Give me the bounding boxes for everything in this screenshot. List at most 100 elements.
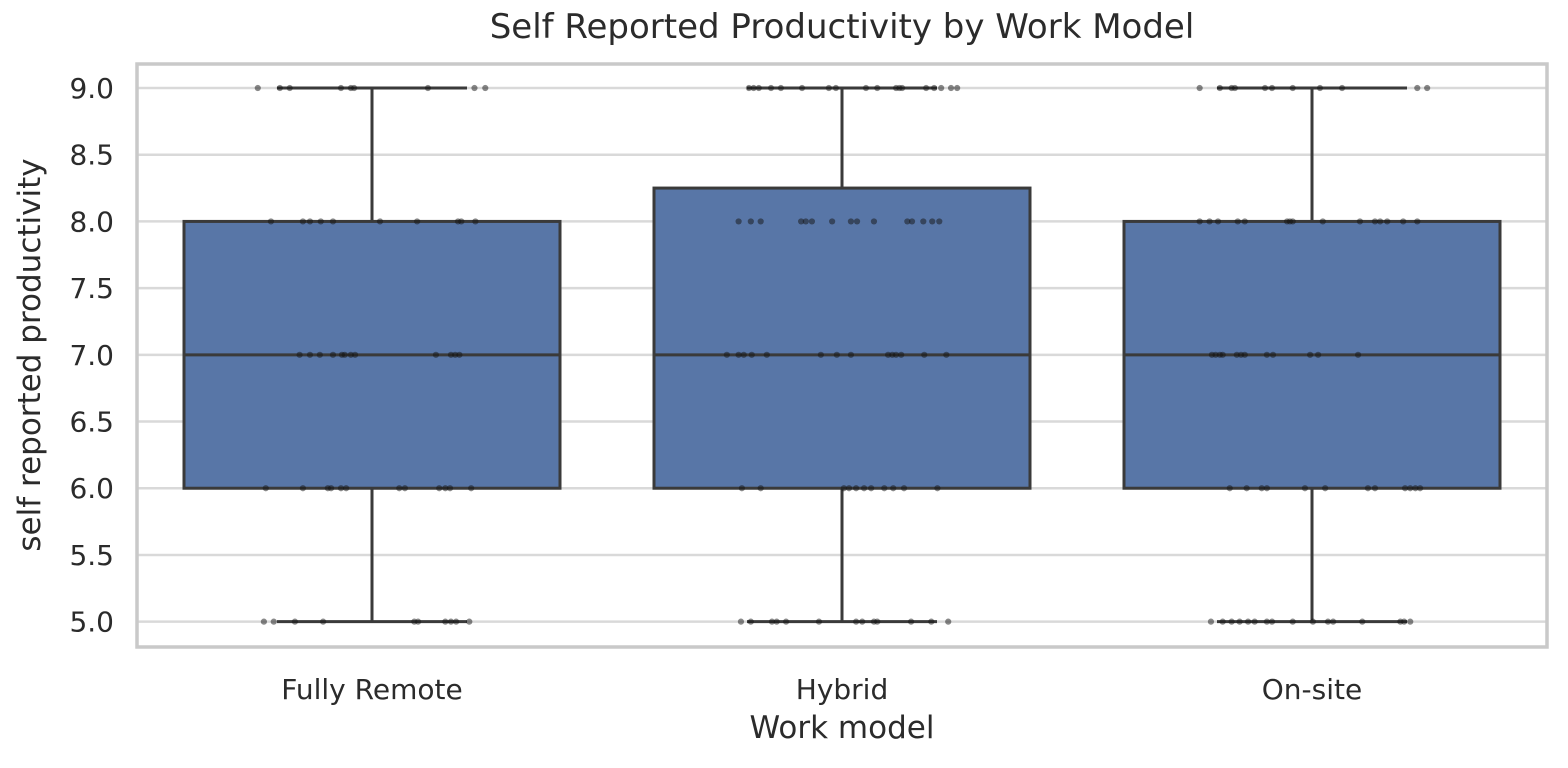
strip-point	[943, 351, 950, 358]
strip-point	[1338, 84, 1346, 92]
strip-point	[270, 618, 277, 625]
strip-point	[414, 218, 421, 225]
y-tick-label: 6.5	[69, 406, 114, 439]
strip-point	[923, 84, 930, 92]
strip-point	[1354, 351, 1362, 358]
strip-point	[1309, 618, 1317, 625]
strip-point	[735, 351, 742, 358]
iqr-box	[652, 186, 1032, 490]
strip-point	[723, 351, 730, 358]
strip-point	[931, 84, 938, 92]
x-tick-label: Fully Remote	[281, 673, 462, 706]
strip-point	[1268, 618, 1276, 625]
strip-point	[1289, 84, 1296, 92]
strip-point	[1196, 84, 1203, 92]
strip-point	[1207, 618, 1215, 625]
strip-point	[1289, 618, 1296, 625]
strip-point	[329, 218, 337, 225]
strip-point	[847, 351, 855, 358]
y-tick-label: 5.5	[69, 539, 114, 572]
strip-point	[763, 351, 770, 358]
strip-point	[343, 485, 350, 492]
strip-point	[1228, 618, 1235, 625]
x-tick-label: Hybrid	[796, 673, 888, 706]
strip-point	[737, 618, 745, 625]
strip-point	[1263, 351, 1270, 358]
strip-point	[899, 84, 906, 92]
strip-point	[1214, 218, 1222, 225]
strip-point	[436, 485, 443, 492]
strip-point	[306, 351, 314, 358]
strip-point	[1289, 218, 1296, 225]
strip-point	[1407, 485, 1414, 492]
strip-point	[329, 351, 337, 358]
y-tick-label: 8.5	[69, 139, 114, 172]
strip-point	[870, 218, 878, 225]
strip-point	[328, 485, 335, 492]
strip-point	[424, 84, 432, 92]
strip-point	[832, 84, 839, 92]
strip-point	[432, 351, 440, 358]
strip-point	[755, 84, 762, 92]
strip-point	[447, 618, 455, 625]
strip-point	[320, 618, 327, 625]
strip-point	[376, 218, 384, 225]
strip-point	[1301, 485, 1309, 492]
strip-point	[306, 218, 314, 225]
strip-point	[874, 84, 881, 92]
strip-point	[442, 618, 449, 625]
strip-point	[907, 618, 915, 625]
strip-point	[747, 618, 754, 625]
strip-point	[928, 618, 935, 625]
strip-point	[1319, 218, 1326, 225]
strip-point	[908, 218, 916, 225]
strip-point	[1269, 351, 1277, 358]
strip-point	[802, 218, 809, 225]
strip-point	[817, 351, 824, 358]
strip-point	[777, 84, 785, 92]
strip-point	[868, 485, 875, 492]
strip-point	[890, 485, 897, 492]
strip-point	[1330, 618, 1337, 625]
strip-point	[860, 485, 868, 492]
strip-point	[1236, 618, 1243, 625]
strip-point	[1226, 485, 1233, 492]
strip-point	[337, 84, 345, 92]
strip-point	[337, 485, 345, 492]
strip-point	[862, 84, 870, 92]
strip-point	[738, 485, 745, 492]
strip-point	[748, 351, 755, 358]
strip-point	[1234, 218, 1241, 225]
strip-point	[747, 218, 754, 225]
strip-point	[341, 351, 348, 358]
strip-point	[1263, 618, 1270, 625]
strip-point	[1356, 218, 1364, 225]
strip-point	[768, 618, 776, 625]
strip-point	[782, 618, 790, 625]
y-tick-label: 7.0	[69, 339, 114, 372]
strip-point	[934, 485, 941, 492]
strip-point	[1412, 485, 1419, 492]
strip-point	[1384, 218, 1391, 225]
strip-point	[317, 218, 324, 225]
strip-point	[1400, 218, 1407, 225]
strip-point	[254, 84, 261, 92]
strip-point	[1401, 485, 1409, 492]
strip-point	[471, 84, 478, 92]
strip-point	[829, 218, 836, 225]
strip-point	[808, 218, 816, 225]
strip-point	[1241, 218, 1248, 225]
strip-point	[1258, 485, 1265, 492]
strip-point	[921, 351, 928, 358]
y-tick-label: 6.0	[69, 472, 114, 505]
strip-point	[291, 618, 299, 625]
strip-point	[1263, 485, 1270, 492]
strip-point	[840, 485, 847, 492]
strip-point	[773, 618, 780, 625]
strip-point	[296, 351, 303, 358]
strip-point	[898, 351, 905, 358]
strip-point	[1359, 618, 1366, 625]
strip-point	[825, 84, 832, 92]
strip-point	[904, 218, 911, 225]
